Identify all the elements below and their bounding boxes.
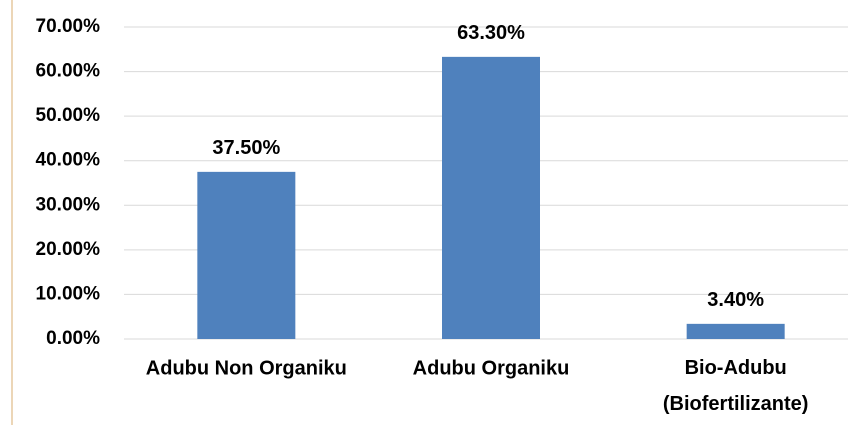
data-label: 63.30% [457,22,525,44]
bar [197,171,296,339]
y-tick-label: 50.00% [36,105,101,126]
y-tick-label: 60.00% [36,61,101,82]
y-tick-label: 40.00% [36,150,101,171]
y-tick-label: 0.00% [46,328,100,349]
y-tick-label: 20.00% [36,239,101,260]
bar [442,56,540,340]
data-label: 37.50% [212,137,280,159]
x-tick-label: Adubu Organiku [413,357,570,379]
bar [686,323,785,339]
x-tick-label: Bio-Adubu (Biofertilizante) [663,357,809,415]
frame [11,0,13,425]
y-tick-label: 30.00% [36,194,101,215]
y-tick-label: 70.00% [36,16,101,37]
y-tick-label: 10.00% [36,283,101,304]
data-label: 3.40% [707,289,764,311]
x-tick-label: Adubu Non Organiku [146,357,347,379]
